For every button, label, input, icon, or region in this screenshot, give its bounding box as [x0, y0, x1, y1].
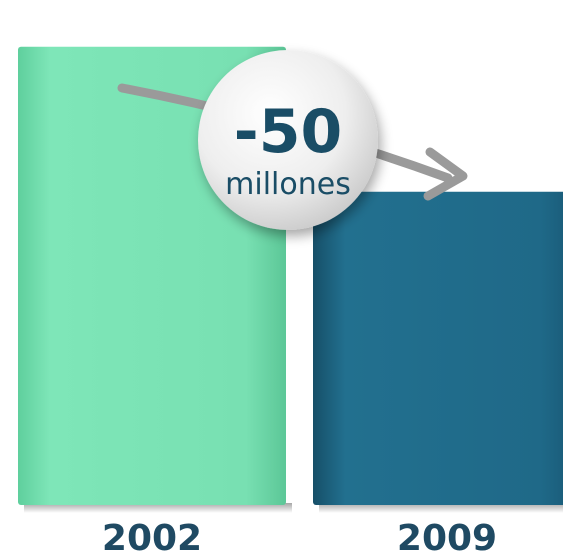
bar-shadow [24, 503, 292, 513]
difference-callout: -50 millones [198, 50, 378, 230]
category-label-2009: 2009 [397, 518, 497, 557]
callout-bubble [198, 50, 378, 230]
bar-shadow [319, 503, 563, 513]
bar-2009 [313, 191, 563, 505]
callout-unit: millones [225, 167, 351, 202]
callout-value: -50 [234, 97, 342, 167]
category-label-2002: 2002 [102, 518, 202, 557]
